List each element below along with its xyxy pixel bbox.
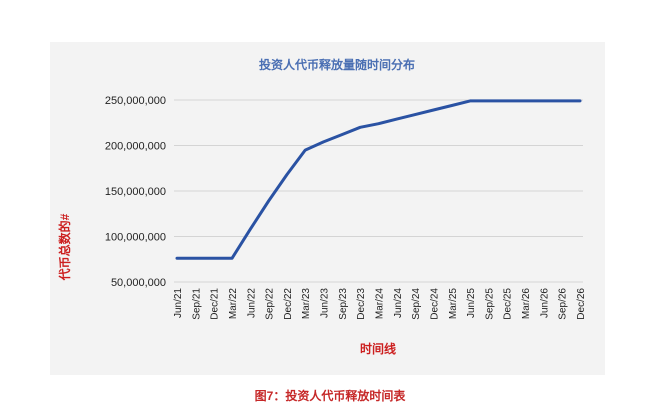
x-tick-label: Sep/24 xyxy=(411,288,422,320)
figure-caption: 图7：投资人代币释放时间表 xyxy=(254,389,406,403)
x-tick-label: Mar/23 xyxy=(301,288,312,320)
y-tick-label: 50,000,000 xyxy=(111,277,166,289)
y-axis-title: 代币总数的# xyxy=(57,213,72,281)
x-tick-label: Dec/26 xyxy=(576,288,587,320)
x-tick-label: Dec/22 xyxy=(283,288,294,320)
chart-title: 投资人代币释放量随时间分布 xyxy=(259,57,415,72)
y-tick-label: 200,000,000 xyxy=(105,141,166,153)
x-tick-label: Mar/26 xyxy=(521,288,532,320)
x-tick-label: Dec/21 xyxy=(210,288,221,320)
x-tick-label: Mar/22 xyxy=(228,288,239,320)
x-tick-label: Sep/26 xyxy=(558,288,569,320)
y-tick-label: 100,000,000 xyxy=(105,232,166,244)
x-tick-label: Mar/24 xyxy=(375,288,386,320)
y-tick-label: 250,000,000 xyxy=(105,95,166,107)
series-line-0 xyxy=(175,99,582,260)
x-axis-tick-labels: Jun/21 Sep/21 Dec/21 Mar/22 Jun/22 Sep/22 Dec/… xyxy=(173,288,587,320)
chart-panel: 投资人代币释放量随时间分布 50,000,000 100,000,000 150,0… xyxy=(50,42,605,375)
x-tick-label: Sep/23 xyxy=(338,288,349,320)
series-layer xyxy=(175,99,582,260)
x-tick-label: Jun/25 xyxy=(466,288,477,318)
x-tick-label: Mar/25 xyxy=(448,288,459,320)
x-tick-label: Dec/23 xyxy=(356,288,367,320)
x-tick-label: Dec/24 xyxy=(429,288,440,320)
x-axis-title: 时间线 xyxy=(360,341,396,356)
gridlines xyxy=(174,99,583,283)
x-tick-label: Sep/21 xyxy=(191,288,202,320)
x-tick-label: Sep/25 xyxy=(484,288,495,320)
x-tick-label: Jun/26 xyxy=(539,288,550,318)
x-tick-label: Jun/21 xyxy=(173,288,184,318)
y-tick-label: 150,000,000 xyxy=(105,186,166,198)
line-chart: 投资人代币释放量随时间分布 50,000,000 100,000,000 150,0… xyxy=(57,57,587,356)
y-axis-tick-labels: 50,000,000 100,000,000 150,000,000 200,000,… xyxy=(105,95,166,289)
x-tick-label: Jun/22 xyxy=(246,288,257,318)
x-tick-label: Jun/24 xyxy=(393,288,404,318)
x-tick-label: Dec/25 xyxy=(503,288,514,320)
x-tick-label: Jun/23 xyxy=(320,288,331,318)
x-tick-label: Sep/22 xyxy=(265,288,276,320)
